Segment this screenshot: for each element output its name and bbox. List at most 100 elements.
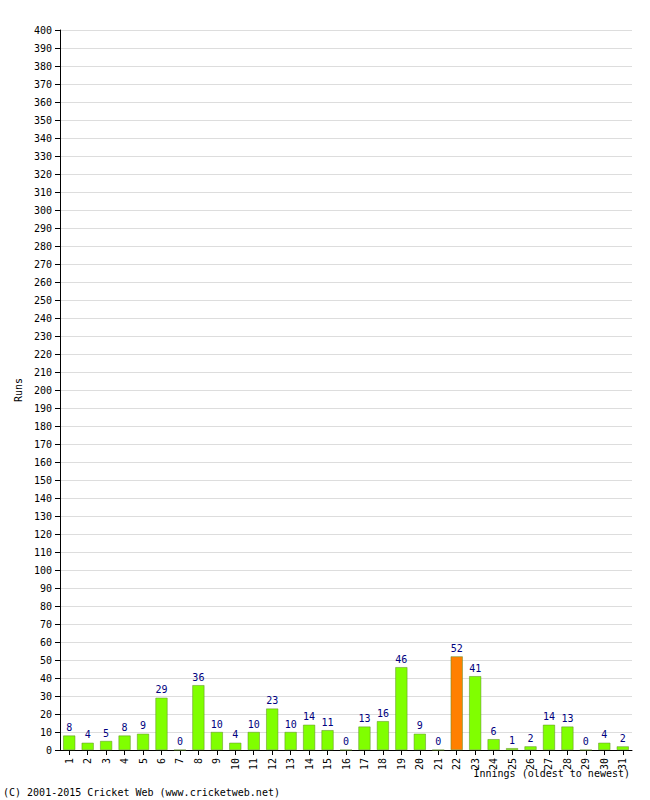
- svg-text:200: 200: [34, 385, 52, 396]
- svg-text:4: 4: [601, 729, 607, 740]
- svg-text:29: 29: [155, 684, 167, 695]
- svg-text:330: 330: [34, 151, 52, 162]
- svg-text:46: 46: [395, 654, 407, 665]
- svg-text:9: 9: [211, 758, 222, 764]
- svg-text:7: 7: [174, 758, 185, 764]
- svg-text:70: 70: [40, 619, 52, 630]
- svg-text:5: 5: [103, 728, 109, 739]
- svg-text:350: 350: [34, 115, 52, 126]
- svg-text:11: 11: [248, 758, 259, 770]
- svg-text:14: 14: [303, 711, 315, 722]
- svg-text:4: 4: [232, 729, 238, 740]
- svg-text:22: 22: [451, 758, 462, 770]
- svg-text:23: 23: [266, 695, 278, 706]
- svg-text:240: 240: [34, 313, 52, 324]
- svg-text:14: 14: [543, 711, 555, 722]
- svg-text:150: 150: [34, 475, 52, 486]
- svg-text:41: 41: [469, 663, 481, 674]
- svg-text:17: 17: [359, 758, 370, 770]
- svg-text:110: 110: [34, 547, 52, 558]
- svg-text:13: 13: [285, 758, 296, 770]
- svg-text:16: 16: [341, 758, 352, 770]
- svg-text:230: 230: [34, 331, 52, 342]
- svg-text:24: 24: [488, 758, 499, 770]
- svg-text:27: 27: [543, 758, 554, 770]
- svg-text:19: 19: [396, 758, 407, 770]
- svg-text:0: 0: [46, 745, 52, 756]
- svg-text:1: 1: [509, 735, 515, 746]
- svg-text:13: 13: [358, 713, 370, 724]
- svg-text:0: 0: [177, 736, 183, 747]
- svg-text:36: 36: [192, 672, 204, 683]
- svg-text:300: 300: [34, 205, 52, 216]
- svg-text:(C) 2001-2015 Cricket Web (www: (C) 2001-2015 Cricket Web (www.cricketwe…: [3, 787, 280, 798]
- svg-text:23: 23: [470, 758, 481, 770]
- svg-text:220: 220: [34, 349, 52, 360]
- svg-text:310: 310: [34, 187, 52, 198]
- svg-text:260: 260: [34, 277, 52, 288]
- svg-text:4: 4: [119, 758, 130, 764]
- svg-text:2: 2: [528, 733, 534, 744]
- svg-text:2: 2: [82, 758, 93, 764]
- svg-text:80: 80: [40, 601, 52, 612]
- svg-text:380: 380: [34, 61, 52, 72]
- svg-text:160: 160: [34, 457, 52, 468]
- svg-text:370: 370: [34, 79, 52, 90]
- svg-text:5: 5: [138, 758, 149, 764]
- svg-text:31: 31: [617, 758, 628, 770]
- svg-text:8: 8: [122, 722, 128, 733]
- svg-text:1: 1: [64, 758, 75, 764]
- svg-text:6: 6: [491, 726, 497, 737]
- svg-text:10: 10: [211, 719, 223, 730]
- svg-text:50: 50: [40, 655, 52, 666]
- svg-text:140: 140: [34, 493, 52, 504]
- svg-text:280: 280: [34, 241, 52, 252]
- svg-text:25: 25: [507, 758, 518, 770]
- svg-text:290: 290: [34, 223, 52, 234]
- svg-text:190: 190: [34, 403, 52, 414]
- svg-text:10: 10: [40, 727, 52, 738]
- svg-text:210: 210: [34, 367, 52, 378]
- svg-text:Runs: Runs: [13, 378, 24, 402]
- svg-text:0: 0: [435, 736, 441, 747]
- svg-text:9: 9: [417, 720, 423, 731]
- svg-text:21: 21: [433, 758, 444, 770]
- svg-text:0: 0: [343, 736, 349, 747]
- svg-text:360: 360: [34, 97, 52, 108]
- svg-text:20: 20: [414, 758, 425, 770]
- svg-text:11: 11: [322, 717, 334, 728]
- svg-text:15: 15: [322, 758, 333, 770]
- svg-text:10: 10: [248, 719, 260, 730]
- svg-text:8: 8: [66, 722, 72, 733]
- svg-text:270: 270: [34, 259, 52, 270]
- svg-text:6: 6: [156, 758, 167, 764]
- svg-text:29: 29: [580, 758, 591, 770]
- svg-text:320: 320: [34, 169, 52, 180]
- svg-text:10: 10: [285, 719, 297, 730]
- svg-text:400: 400: [34, 25, 52, 36]
- svg-text:12: 12: [267, 758, 278, 770]
- svg-text:170: 170: [34, 439, 52, 450]
- svg-text:390: 390: [34, 43, 52, 54]
- svg-text:4: 4: [85, 729, 91, 740]
- svg-text:52: 52: [451, 643, 463, 654]
- svg-text:20: 20: [40, 709, 52, 720]
- svg-text:16: 16: [377, 708, 389, 719]
- svg-text:130: 130: [34, 511, 52, 522]
- svg-text:180: 180: [34, 421, 52, 432]
- svg-text:90: 90: [40, 583, 52, 594]
- svg-text:9: 9: [140, 720, 146, 731]
- svg-text:13: 13: [561, 713, 573, 724]
- svg-text:28: 28: [562, 758, 573, 770]
- svg-text:120: 120: [34, 529, 52, 540]
- svg-text:2: 2: [620, 733, 626, 744]
- svg-text:40: 40: [40, 673, 52, 684]
- svg-text:340: 340: [34, 133, 52, 144]
- svg-text:18: 18: [377, 758, 388, 770]
- svg-text:250: 250: [34, 295, 52, 306]
- svg-text:10: 10: [230, 758, 241, 770]
- svg-text:8: 8: [193, 758, 204, 764]
- svg-text:3: 3: [101, 758, 112, 764]
- svg-text:30: 30: [40, 691, 52, 702]
- svg-text:30: 30: [599, 758, 610, 770]
